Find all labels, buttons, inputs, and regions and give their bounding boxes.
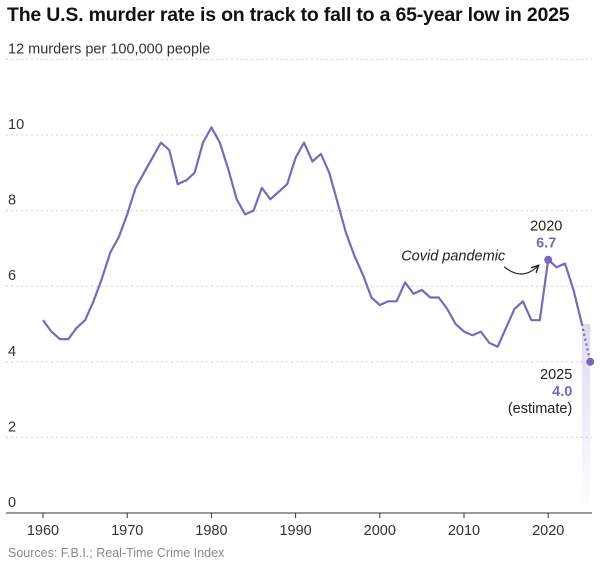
x-tick-label-1990: 1990 bbox=[279, 523, 311, 539]
x-tick-label-1980: 1980 bbox=[195, 523, 227, 539]
y-axis-labels: 0 2 4 6 8 10 12 murders per 100,000 people bbox=[8, 41, 210, 511]
annotation-2020-year: 2020 bbox=[530, 219, 562, 235]
y-tick-label-4: 4 bbox=[8, 344, 16, 360]
series-line-estimate bbox=[580, 323, 592, 363]
annotation-estimate-note: (estimate) bbox=[508, 401, 572, 417]
x-tick-label-2000: 2000 bbox=[364, 523, 396, 539]
y-tick-label-8: 8 bbox=[8, 193, 16, 209]
data-point-2020 bbox=[544, 255, 553, 264]
y-tick-label-0: 0 bbox=[8, 495, 16, 511]
source-note: Sources: F.B.I.; Real-Time Crime Index bbox=[8, 546, 225, 560]
annotation-2025-year: 2025 bbox=[540, 367, 572, 383]
x-axis-ticks bbox=[42, 513, 549, 518]
data-point-2025 bbox=[586, 357, 595, 366]
chart-title: The U.S. murder rate is on track to fall… bbox=[7, 4, 570, 26]
y-tick-label-12: 12 murders per 100,000 people bbox=[8, 41, 210, 57]
annotation-covid-pandemic: Covid pandemic bbox=[401, 249, 506, 265]
series-line-murder-rate bbox=[42, 126, 583, 348]
x-tick-label-1970: 1970 bbox=[111, 523, 143, 539]
x-tick-label-2020: 2020 bbox=[532, 523, 564, 539]
x-tick-label-1960: 1960 bbox=[27, 523, 59, 539]
annotation-2025-value: 4.0 bbox=[552, 384, 572, 400]
estimate-band bbox=[581, 324, 591, 513]
y-tick-label-10: 10 bbox=[8, 117, 24, 133]
y-tick-label-6: 6 bbox=[8, 268, 16, 284]
annotation-arrow bbox=[503, 266, 538, 275]
annotation-2020-value: 6.7 bbox=[536, 236, 556, 252]
x-tick-label-2010: 2010 bbox=[448, 523, 480, 539]
y-tick-label-2: 2 bbox=[8, 419, 16, 435]
x-axis-labels: 1960 1970 1980 1990 2000 2010 2020 bbox=[27, 523, 564, 539]
